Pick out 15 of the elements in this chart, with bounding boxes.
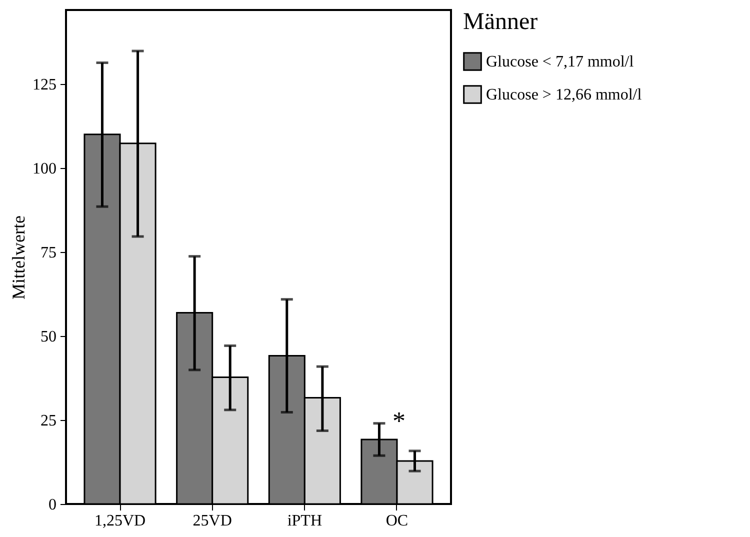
legend-label: Glucose > 12,66 mmol/l [486, 86, 642, 104]
legend-title: Männer [463, 9, 538, 35]
x-tick-label: 25VD [192, 512, 232, 530]
y-tick-label: 50 [40, 328, 56, 346]
y-tick-label: 100 [32, 160, 56, 178]
y-tick-label: 75 [40, 244, 56, 262]
x-tick-label: OC [386, 512, 408, 530]
y-tick-label: 125 [32, 76, 56, 94]
y-tick-label: 25 [40, 412, 56, 430]
x-tick-label: 1,25VD [94, 512, 146, 530]
y-axis-title: Mittelwerte [8, 216, 28, 300]
x-tick-label: iPTH [287, 512, 322, 530]
annotation: * [392, 406, 406, 436]
legend-label: Glucose < 7,17 mmol/l [486, 54, 634, 70]
y-tick-label: 0 [48, 496, 56, 514]
